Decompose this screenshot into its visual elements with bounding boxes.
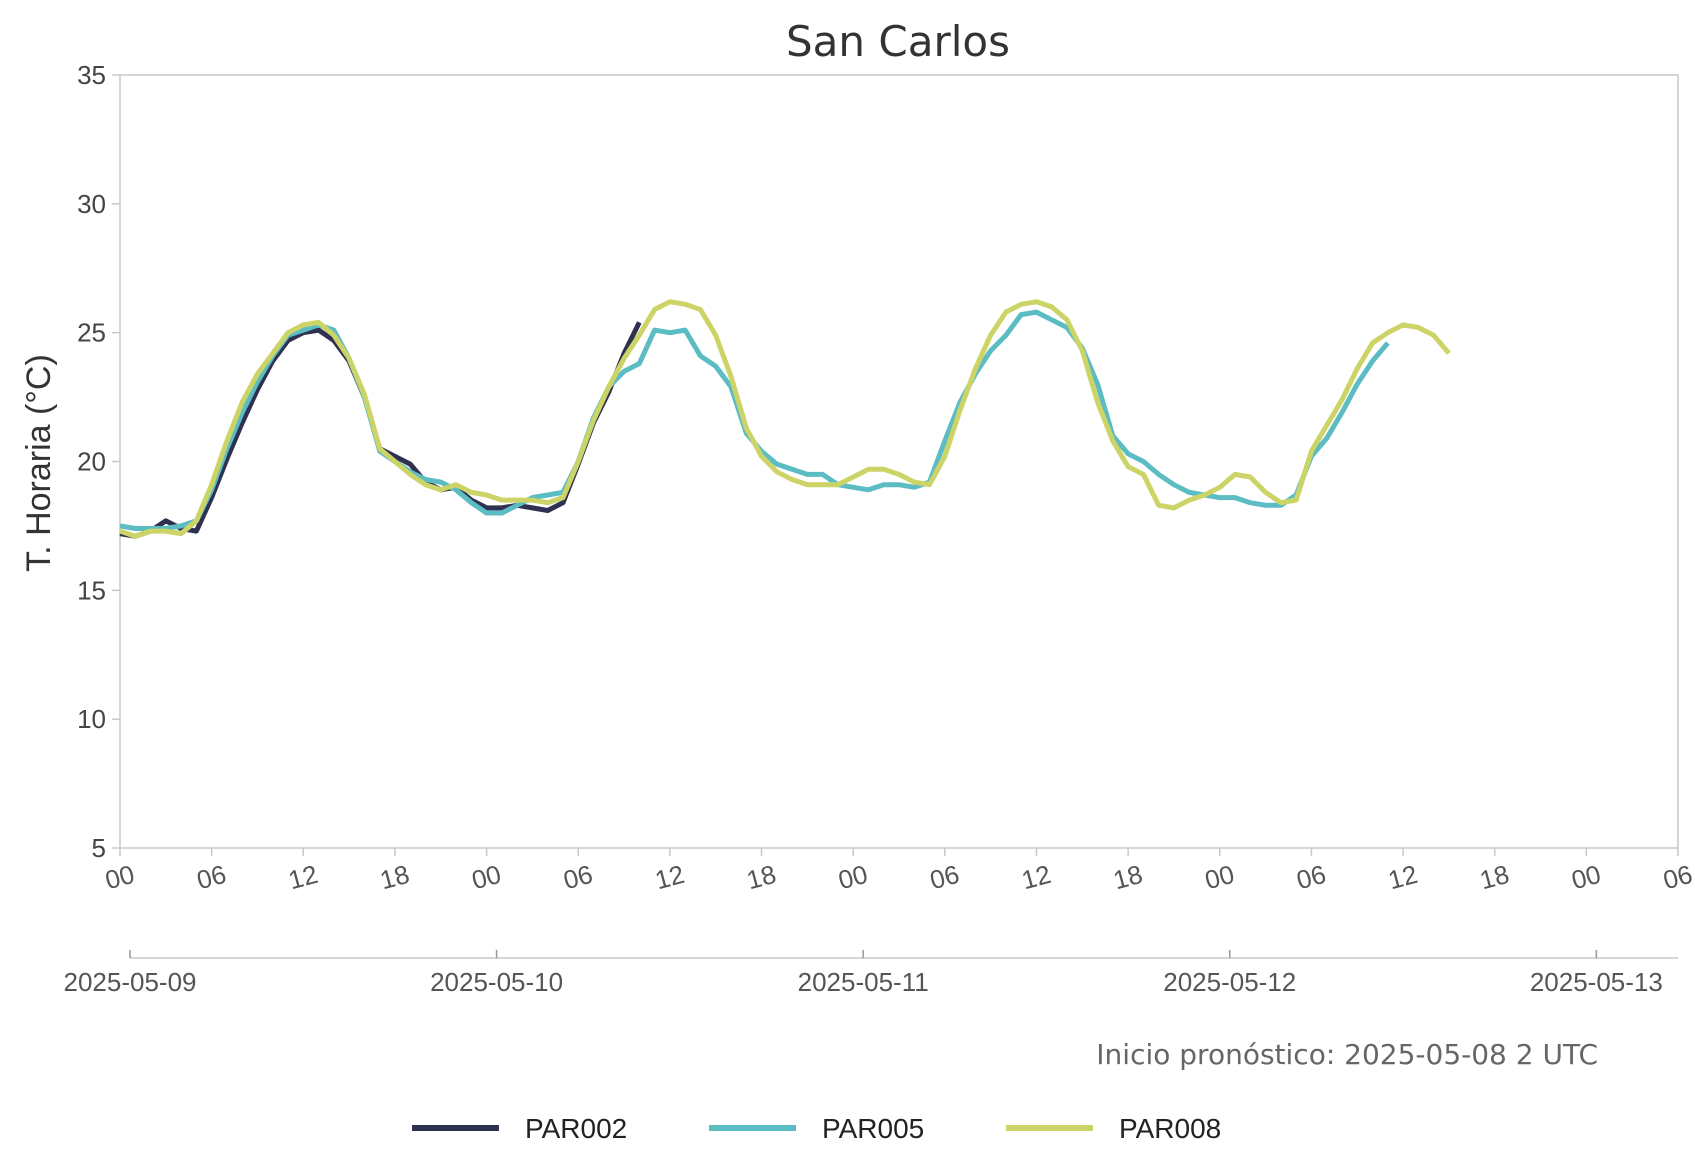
- x-axis-hour-ticks: 00 06 12 18 00 06 12 18 00 06 12 18 00 06 12 18 00 06: [102, 848, 1695, 895]
- x-tick-label: 18: [743, 859, 779, 895]
- legend-label-par008: PAR008: [1119, 1113, 1221, 1144]
- x-tick-label: 12: [1018, 859, 1054, 895]
- date-tick-label: 2025-05-09: [64, 967, 197, 997]
- forecast-start-note: Inicio pronóstico: 2025-05-08 2 UTC: [1096, 1038, 1598, 1071]
- y-axis-ticks: 5 10 15 20 25 30 35: [77, 60, 120, 863]
- date-tick-label: 2025-05-13: [1530, 967, 1663, 997]
- y-tick-label: 5: [92, 833, 106, 863]
- x-tick-label: 06: [194, 859, 230, 895]
- x-tick-label: 06: [560, 859, 596, 895]
- date-tick-label: 2025-05-11: [798, 967, 929, 997]
- y-tick-label: 25: [77, 318, 106, 348]
- x-tick-label: 18: [1477, 859, 1513, 895]
- x-tick-label: 12: [652, 859, 688, 895]
- legend-label-par005: PAR005: [822, 1113, 924, 1144]
- x-tick-label: 00: [1568, 859, 1604, 895]
- x-tick-label: 12: [1385, 859, 1421, 895]
- y-tick-label: 35: [77, 60, 106, 90]
- legend: PAR002 PAR005 PAR008: [412, 1113, 1221, 1144]
- date-axis: 2025-05-09 2025-05-10 2025-05-11 2025-05-12…: [64, 950, 1678, 997]
- x-tick-label: 12: [285, 859, 321, 895]
- x-tick-label: 18: [377, 859, 413, 895]
- x-tick-label: 00: [835, 859, 871, 895]
- legend-label-par002: PAR002: [525, 1113, 627, 1144]
- plot-frame: [119, 74, 1679, 849]
- chart-title: San Carlos: [786, 17, 1010, 66]
- y-tick-label: 30: [77, 189, 106, 219]
- x-tick-label: 00: [1202, 859, 1238, 895]
- series-lines: [119, 299, 1451, 539]
- plot-border: [119, 74, 1679, 849]
- y-tick-label: 15: [77, 575, 106, 605]
- y-tick-label: 20: [77, 447, 106, 477]
- date-tick-label: 2025-05-10: [430, 967, 563, 997]
- date-tick-label: 2025-05-12: [1163, 967, 1296, 997]
- x-tick-label: 06: [1660, 859, 1695, 895]
- x-tick-label: 06: [1293, 859, 1329, 895]
- x-tick-label: 06: [927, 859, 963, 895]
- y-tick-label: 10: [77, 704, 106, 734]
- series-line-par008: [119, 299, 1451, 539]
- x-tick-label: 18: [1110, 859, 1146, 895]
- x-tick-label: 00: [468, 859, 504, 895]
- x-tick-label: 00: [102, 859, 138, 895]
- y-axis-label: T. Horaria (°C): [20, 354, 58, 572]
- series-line-par002: [119, 321, 642, 539]
